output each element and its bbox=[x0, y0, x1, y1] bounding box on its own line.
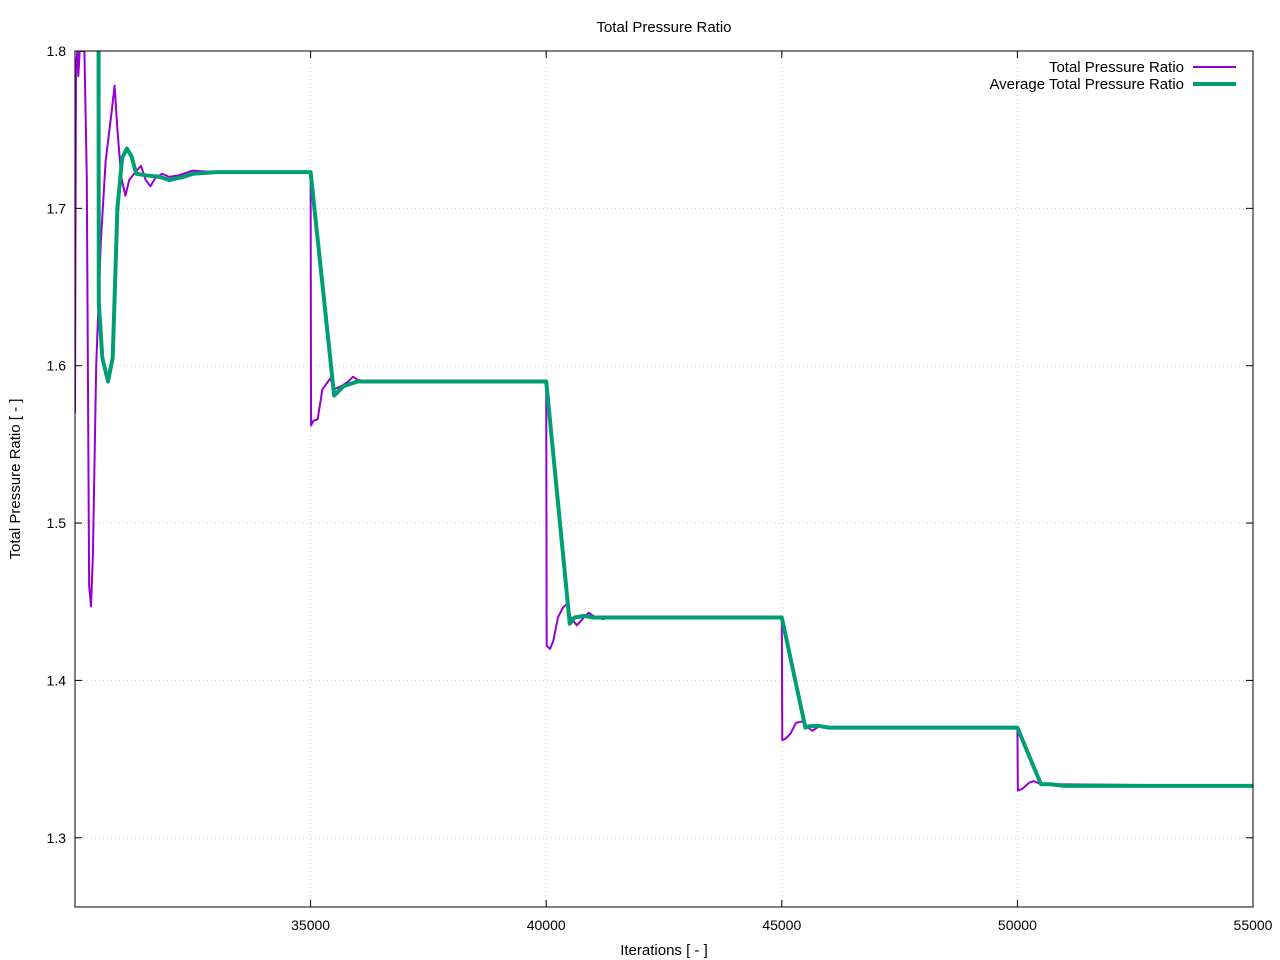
legend-label-total-pressure-ratio: Total Pressure Ratio bbox=[1049, 59, 1184, 76]
series-line-total-pressure-ratio bbox=[75, 51, 1253, 792]
y-tick-label: 1.3 bbox=[47, 830, 67, 846]
series-layer bbox=[75, 51, 1253, 792]
legend-label-average-total-pressure-ratio: Average Total Pressure Ratio bbox=[989, 76, 1184, 93]
grid bbox=[75, 51, 1254, 907]
y-tick-label: 1.7 bbox=[47, 200, 67, 216]
x-tick-label: 55000 bbox=[1234, 917, 1273, 933]
y-tick-label: 1.5 bbox=[47, 515, 67, 531]
y-tick-label: 1.6 bbox=[47, 358, 67, 374]
legend: Total Pressure Ratio Average Total Press… bbox=[989, 59, 1236, 93]
x-tick-label: 50000 bbox=[998, 917, 1037, 933]
x-axis-label: Iterations [ - ] bbox=[620, 942, 708, 959]
y-axis-label: Total Pressure Ratio [ - ] bbox=[7, 399, 24, 560]
x-tick-label: 40000 bbox=[527, 917, 566, 933]
chart-title: Total Pressure Ratio bbox=[596, 19, 731, 36]
x-tick-label: 35000 bbox=[291, 917, 330, 933]
plot-frame bbox=[74, 50, 1254, 908]
series-line-average-total-pressure-ratio bbox=[96, 51, 1253, 788]
y-tick-label: 1.4 bbox=[47, 672, 67, 688]
x-tick-label: 45000 bbox=[762, 917, 801, 933]
ticks: 35000 40000 45000 50000 55000 1.3 1.4 1.5 1.6 1.7… bbox=[47, 43, 1273, 933]
y-tick-label: 1.8 bbox=[47, 43, 67, 59]
